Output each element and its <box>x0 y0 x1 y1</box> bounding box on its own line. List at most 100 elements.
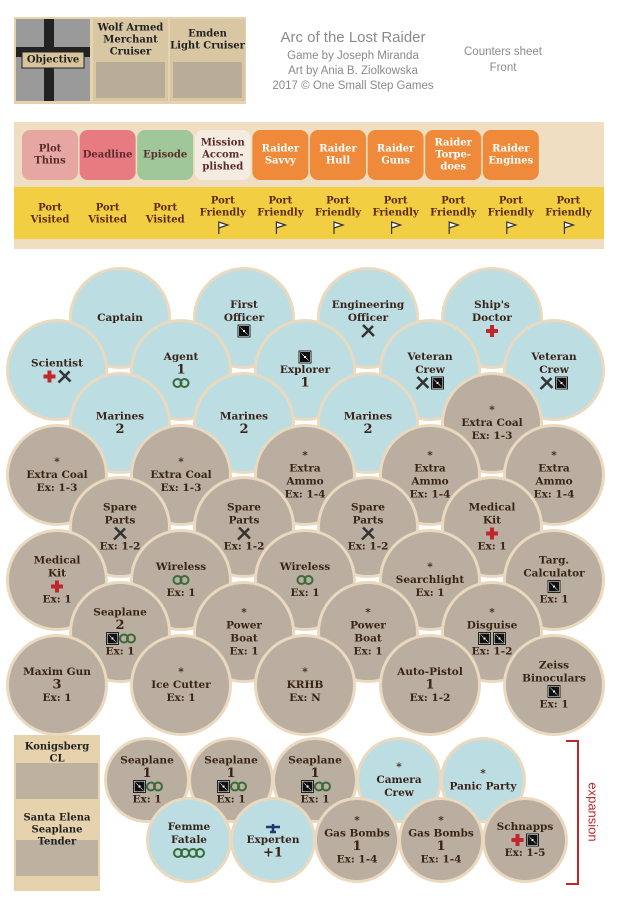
counter-text: Veteran <box>530 351 577 363</box>
counter-text: Ex: 1-4 <box>337 854 378 866</box>
label-line: Raider <box>492 144 530 155</box>
icon-iron-cross <box>302 781 313 792</box>
counter-text: * <box>427 450 433 462</box>
counter-text: * <box>480 768 486 780</box>
label-line: Mission <box>201 138 246 149</box>
icon-iron-cross <box>432 378 443 388</box>
label-line: Port <box>556 196 580 207</box>
expansion-bracket <box>566 740 579 885</box>
title: Arc of the Lost Raider <box>280 29 425 46</box>
counter <box>133 637 229 733</box>
label-line: Port <box>153 203 177 214</box>
counter-text: Ex: 1 <box>42 594 71 606</box>
label-line: Santa Elena <box>23 813 91 824</box>
counter-text: * <box>427 561 433 573</box>
icon-iron-cross <box>556 378 567 388</box>
counter-text: Experten <box>247 834 300 846</box>
counter-text: Extra <box>414 463 446 475</box>
counter-text: Ammo <box>534 476 572 488</box>
label-line: Light Cruiser <box>170 41 245 52</box>
counter-value: 1 <box>142 766 151 781</box>
counter-text: * <box>241 607 247 619</box>
counter-text: Ex: 1 <box>42 692 71 704</box>
counter-text: Ex: 1-3 <box>161 482 202 494</box>
counter-text: Extra Coal <box>461 417 522 429</box>
counter-text: Ice Cutter <box>151 679 211 691</box>
label-line: Visited <box>87 215 127 226</box>
counter-text: * <box>489 607 495 619</box>
counter-text: Schnapps <box>497 821 554 833</box>
label-line: Port <box>441 196 465 207</box>
counter <box>317 800 397 880</box>
counter-text: Power <box>350 620 386 632</box>
icon-wrench <box>113 526 127 541</box>
icon-red-cross <box>511 834 524 846</box>
counter-text: Seaplane <box>204 755 258 767</box>
icon-iron-cross <box>479 633 490 644</box>
counter <box>275 740 355 820</box>
marker-counter <box>137 130 194 180</box>
counter-value: 2 <box>115 618 124 633</box>
icon-binoculars <box>179 378 190 388</box>
counter-text: Ex: 1-3 <box>472 430 513 442</box>
counter-text: Marines <box>220 411 268 423</box>
counter <box>191 740 271 820</box>
counter-text: Marines <box>344 411 392 423</box>
counter-text: * <box>302 450 308 462</box>
counter-text: Ex: 1 <box>477 541 506 553</box>
label-line: Friendly <box>372 208 419 219</box>
icon-binoculars <box>179 575 190 585</box>
icon-iron-cross <box>549 581 559 592</box>
label-line: Raider <box>377 144 415 155</box>
counter-text: Parts <box>229 515 260 527</box>
counter-value: 2 <box>363 422 372 437</box>
icon-wrench <box>415 376 430 390</box>
counter-text: Camera <box>376 774 421 786</box>
label-line: Port <box>268 196 292 207</box>
counter-text: Medical <box>469 502 516 514</box>
counter-text: * <box>551 450 557 462</box>
counter-text: Gas Bombs <box>408 828 474 840</box>
label-line: Cruiser <box>110 47 152 58</box>
label-line: Tender <box>38 837 77 848</box>
counter-text: Gas Bombs <box>324 828 390 840</box>
icon-flag <box>275 221 288 234</box>
label-line: Engines <box>488 156 533 167</box>
label-line: Raider <box>319 144 357 155</box>
marker-counter <box>252 130 309 180</box>
counter-text: * <box>54 456 60 468</box>
ship-photo <box>96 62 165 98</box>
counter-value: 1 <box>300 376 309 391</box>
icon-iron-cross <box>239 326 249 336</box>
label-line: Emden <box>188 29 228 40</box>
counter-text: Ex: 1 <box>290 587 319 599</box>
counter-text: Ex: 1-3 <box>37 482 78 494</box>
counter-text: Ex: 1 <box>166 587 195 599</box>
label-line: Raider <box>262 144 300 155</box>
counter-text: Captain <box>97 312 143 324</box>
label-line: Visited <box>145 215 185 226</box>
label-line: Episode <box>143 150 187 161</box>
credit: 2017 © One Small Step Games <box>272 80 433 92</box>
label-line: plished <box>202 162 243 173</box>
counter-value: 1 <box>436 839 445 854</box>
counter <box>9 637 105 733</box>
counter-text: * <box>489 404 495 416</box>
counter-value: 1 <box>310 766 319 781</box>
counter <box>401 800 481 880</box>
counter-text: Extra <box>289 463 321 475</box>
counter-text: Extra Coal <box>26 469 87 481</box>
counter-text: Femme <box>168 821 211 833</box>
marker-counter <box>22 130 78 180</box>
counter-text: Ex: 1-4 <box>410 489 451 501</box>
label-line: does <box>440 162 466 173</box>
label-line: CL <box>50 754 65 765</box>
counter <box>107 740 187 820</box>
label-line: Seaplane <box>32 825 83 836</box>
counter-text: Seaplane <box>120 755 174 767</box>
counter-text: Officer <box>348 312 389 324</box>
counter-text: * <box>365 607 371 619</box>
label-line: Visited <box>30 215 70 226</box>
counter <box>233 800 313 880</box>
counter-text: Ex: 1 <box>105 646 134 658</box>
